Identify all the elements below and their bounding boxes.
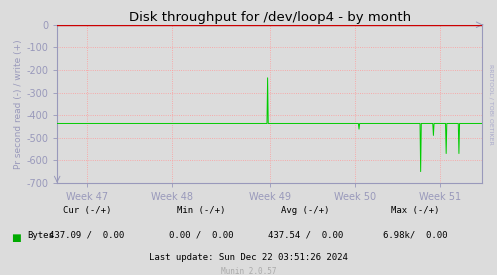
Text: Bytes: Bytes xyxy=(27,231,54,240)
Text: 437.09 /  0.00: 437.09 / 0.00 xyxy=(49,231,125,240)
Text: Last update: Sun Dec 22 03:51:26 2024: Last update: Sun Dec 22 03:51:26 2024 xyxy=(149,253,348,262)
Text: ■: ■ xyxy=(11,233,21,243)
Text: Munin 2.0.57: Munin 2.0.57 xyxy=(221,267,276,275)
Text: 6.98k/  0.00: 6.98k/ 0.00 xyxy=(383,231,447,240)
Title: Disk throughput for /dev/loop4 - by month: Disk throughput for /dev/loop4 - by mont… xyxy=(129,10,411,24)
Text: Min (-/+): Min (-/+) xyxy=(177,206,226,215)
Text: Cur (-/+): Cur (-/+) xyxy=(63,206,111,215)
Text: Avg (-/+): Avg (-/+) xyxy=(281,206,330,215)
Text: Max (-/+): Max (-/+) xyxy=(391,206,439,215)
Y-axis label: Pr second read (-) / write (+): Pr second read (-) / write (+) xyxy=(14,39,23,169)
Text: 437.54 /  0.00: 437.54 / 0.00 xyxy=(268,231,343,240)
Text: 0.00 /  0.00: 0.00 / 0.00 xyxy=(169,231,234,240)
Text: RRDTOOL / TOBI OETIKER: RRDTOOL / TOBI OETIKER xyxy=(489,64,494,145)
